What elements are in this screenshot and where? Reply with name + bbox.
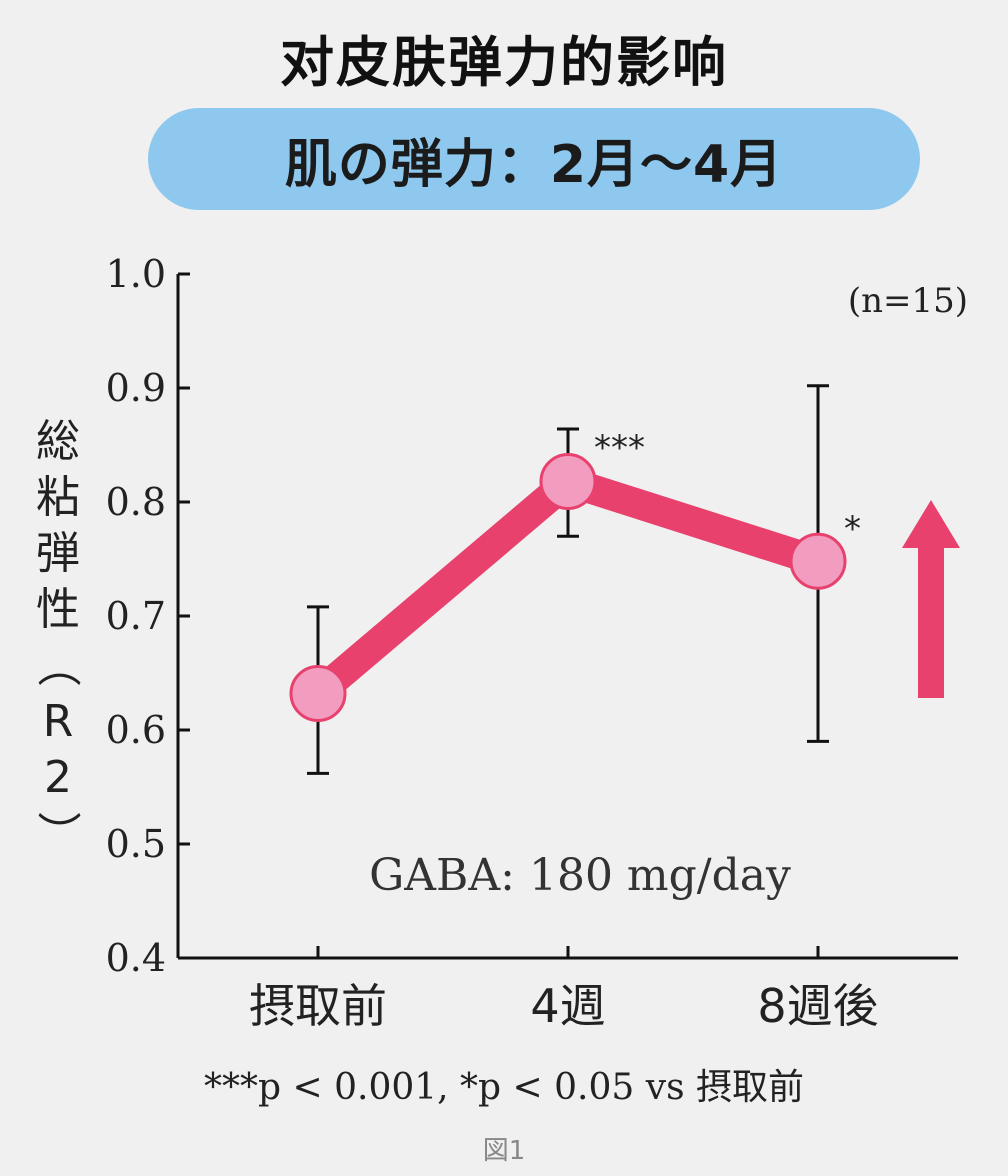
y-axis-label-char: ） xyxy=(32,811,83,855)
y-axis-label-char: R xyxy=(43,696,74,747)
data-point xyxy=(539,452,597,510)
y-tick-labels: 0.4 0.5 0.6 0.7 0.8 0.9 1.0 xyxy=(106,252,166,980)
data-point xyxy=(789,532,847,590)
y-tick-label: 0.6 xyxy=(106,708,166,752)
y-axis-label-char: 総 xyxy=(36,416,80,467)
y-axis-label-char: 弾 xyxy=(36,528,80,579)
y-tick-label: 0.4 xyxy=(106,936,166,980)
x-category-labels: 摂取前 4週 8週後 xyxy=(249,979,879,1033)
period-banner: 肌の弾力：2月～4月 xyxy=(148,108,920,210)
axes xyxy=(176,272,958,960)
significance-footnote: ***p < 0.001, *p < 0.05 vs 摂取前 xyxy=(204,1067,804,1108)
line-chart: 0.40.50.60.70.80.91.0 摂取前 4週 8週後 **** 総粘弾性… xyxy=(32,252,968,1033)
sample-size-label: (n=15) xyxy=(848,281,968,321)
dose-annotation: GABA: 180 mg/day xyxy=(369,850,791,901)
error-bars xyxy=(307,384,829,775)
x-category-label: 摂取前 xyxy=(249,979,387,1033)
y-tick-label: 0.8 xyxy=(106,480,166,524)
y-tick-label: 0.9 xyxy=(106,366,166,410)
significance-label: * xyxy=(844,509,861,549)
y-axis-label-char: （ xyxy=(32,643,83,687)
x-category-label: 4週 xyxy=(530,979,605,1033)
y-tick-label: 0.5 xyxy=(106,822,166,866)
y-axis-label-char: 粘 xyxy=(36,472,80,523)
y-tick-label: 0.7 xyxy=(106,594,166,638)
y-tick-label: 1.0 xyxy=(106,252,166,296)
y-axis-label-char: 2 xyxy=(44,752,72,803)
significance-labels: **** xyxy=(594,428,861,549)
data-point xyxy=(289,665,347,723)
figure-caption: 図1 xyxy=(482,1136,526,1166)
page-title: 对皮肤弹力的影响 xyxy=(280,30,728,94)
trend-up-arrow-icon xyxy=(902,500,960,698)
significance-label: *** xyxy=(594,428,645,468)
x-category-label: 8週後 xyxy=(757,979,878,1033)
data-markers xyxy=(289,452,847,723)
y-axis-label-char: 性 xyxy=(36,584,80,635)
period-banner-text: 肌の弾力：2月～4月 xyxy=(284,134,784,195)
